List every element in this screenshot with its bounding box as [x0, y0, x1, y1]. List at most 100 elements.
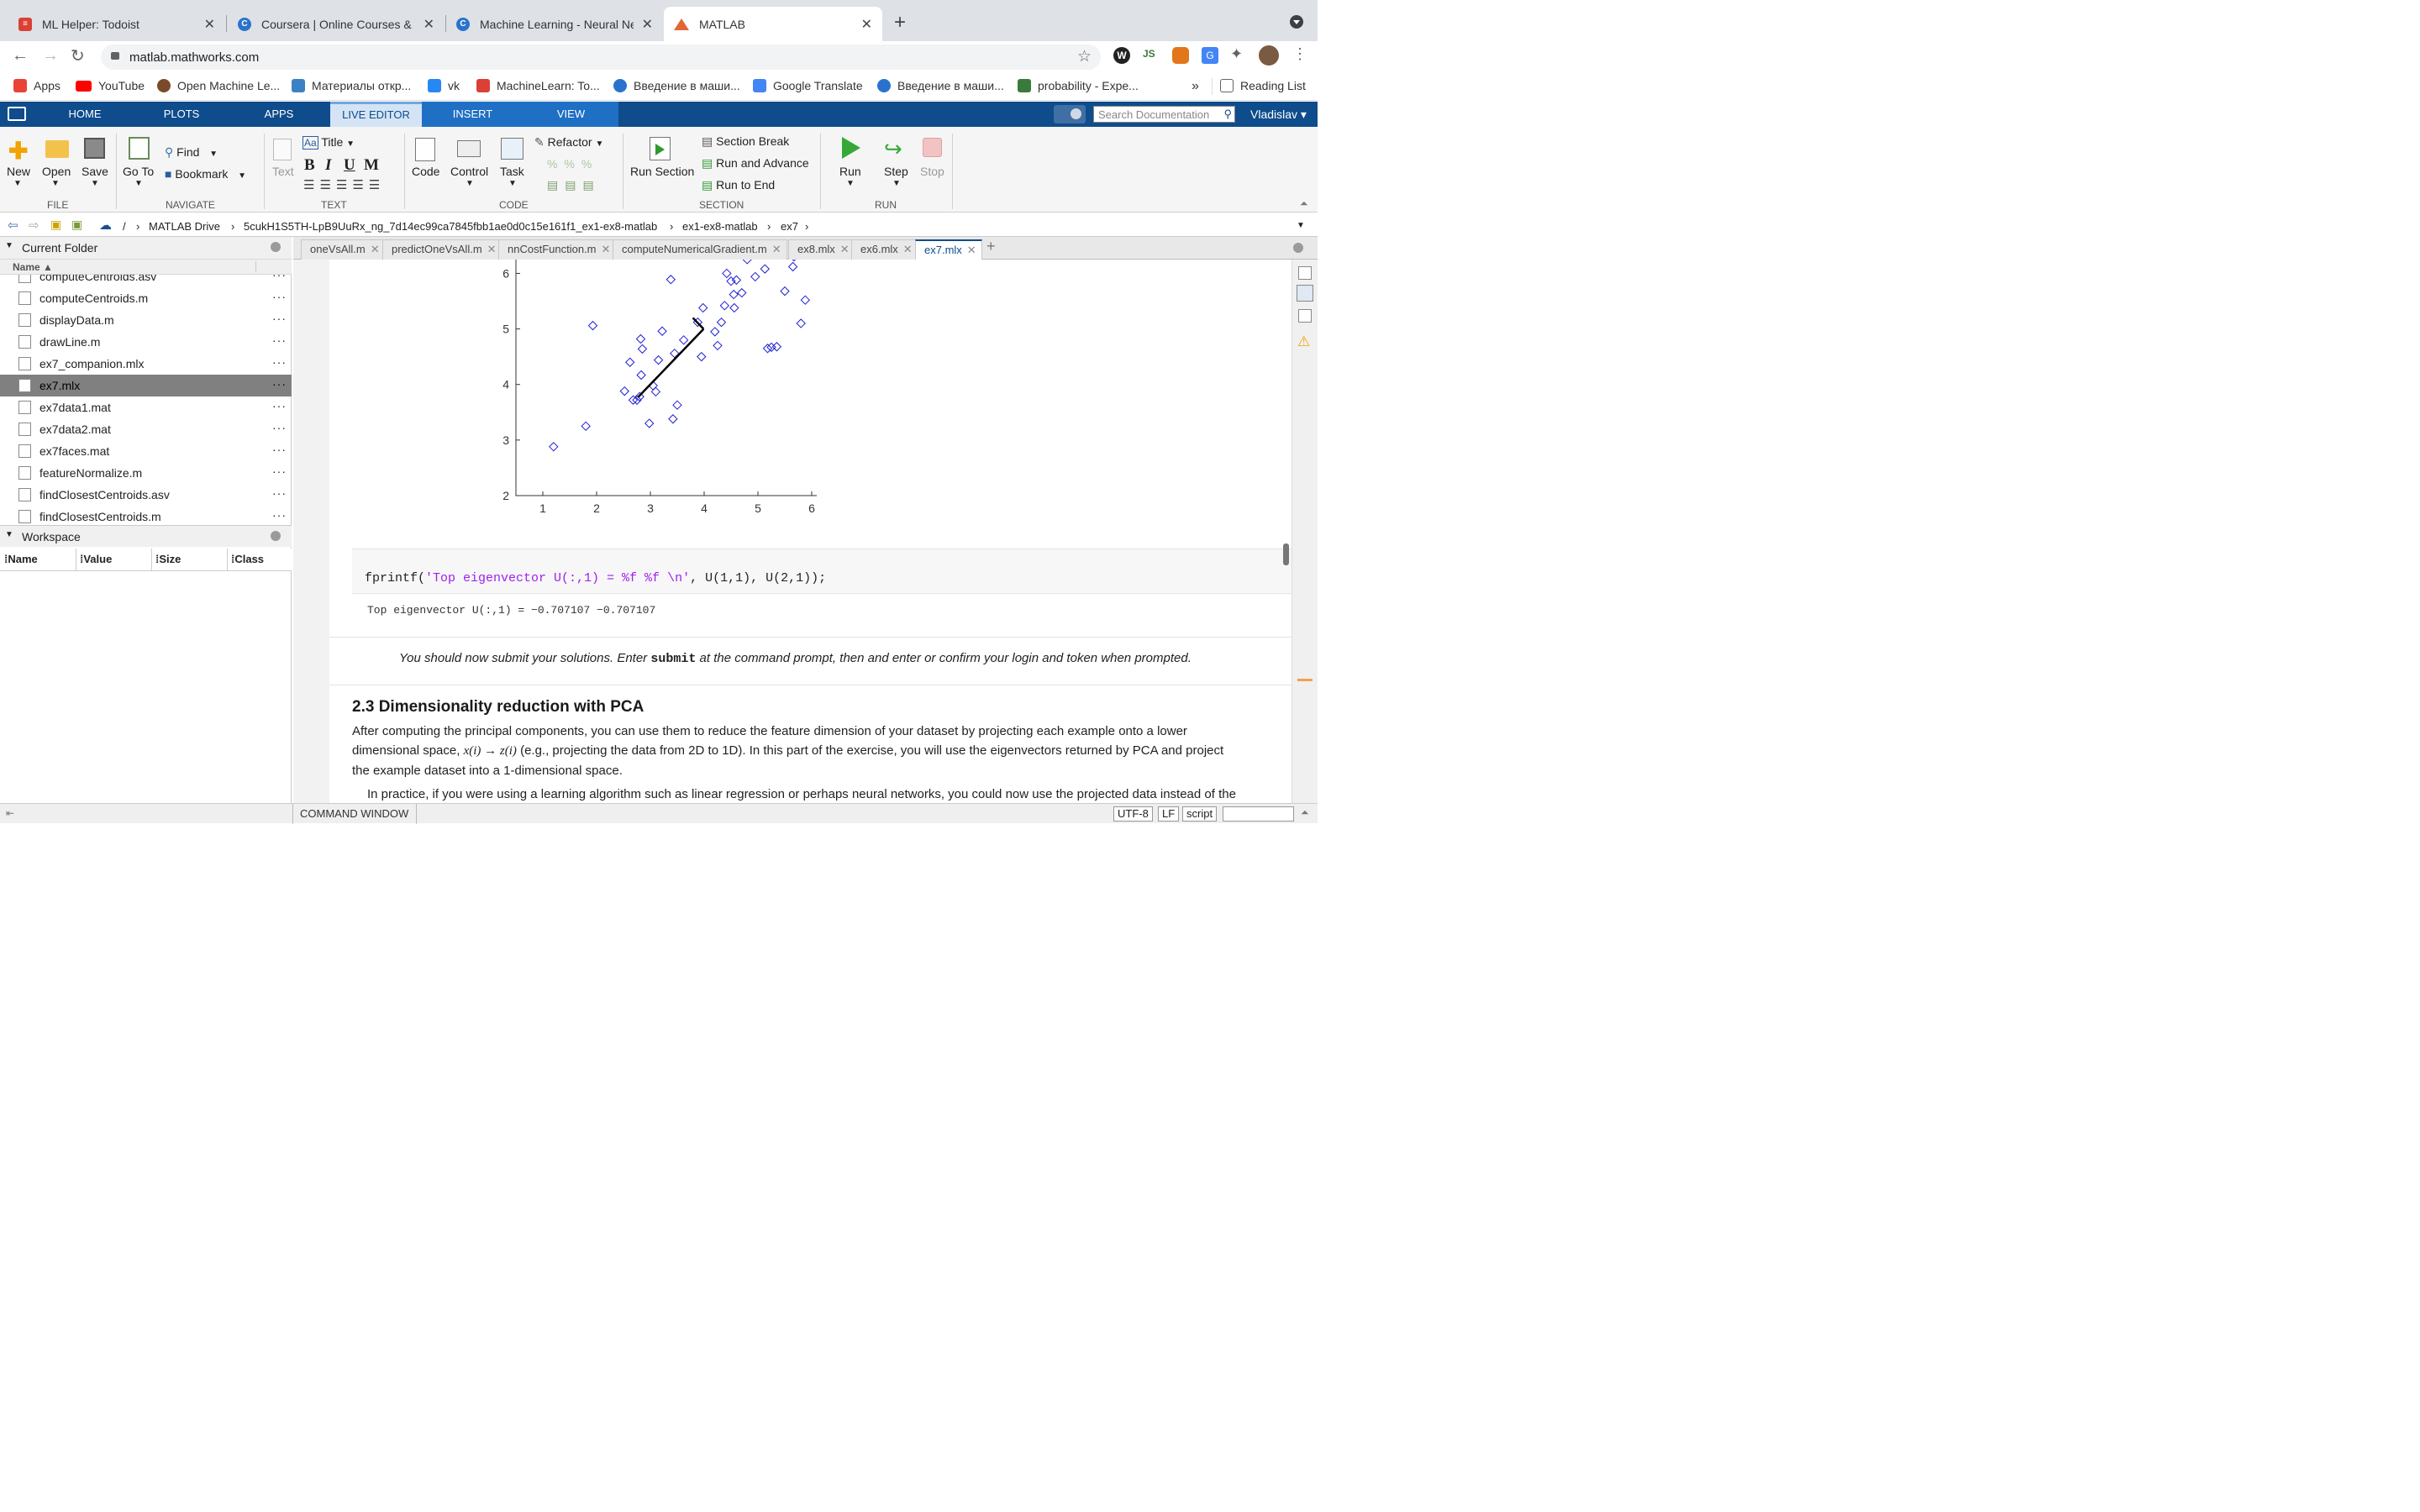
- chevron-down-icon[interactable]: ▼: [134, 179, 143, 188]
- bookmarks-overflow[interactable]: »: [1192, 79, 1199, 93]
- text-list-align-icons[interactable]: ☰☰☰☰☰: [303, 178, 386, 192]
- file-actions-icon[interactable]: ···: [272, 399, 287, 412]
- file-row[interactable]: ex7_companion.mlx ···: [0, 353, 292, 375]
- menu-kebab-icon[interactable]: ⋮: [1292, 45, 1307, 62]
- file-row[interactable]: computeCentroids.m ···: [0, 287, 292, 309]
- panel-actions-icon[interactable]: [271, 531, 281, 541]
- bookmark-open-ml[interactable]: Open Machine Le...: [157, 79, 280, 92]
- tab-plots[interactable]: PLOTS: [163, 108, 200, 120]
- title-style-dropdown[interactable]: Aa Title ▼: [302, 135, 355, 150]
- metamask-icon[interactable]: [1172, 47, 1189, 64]
- file-row[interactable]: drawLine.m ···: [0, 331, 292, 353]
- warning-marker[interactable]: [1297, 679, 1313, 681]
- hide-code-icon[interactable]: [1298, 309, 1312, 323]
- path-segment[interactable]: MATLAB Drive: [149, 220, 220, 233]
- editor-tab-ex7[interactable]: ex7.mlx ✕: [915, 239, 982, 260]
- file-actions-icon[interactable]: ···: [272, 443, 287, 456]
- matlab-desktop-icon[interactable]: [8, 107, 26, 121]
- column-name[interactable]: ⁞Name: [4, 553, 38, 565]
- step-button[interactable]: Step: [884, 165, 908, 178]
- line-ending-indicator[interactable]: LF: [1158, 806, 1180, 822]
- search-documentation-input[interactable]: Search Documentation ⚲: [1093, 106, 1235, 123]
- collapse-ribbon-icon[interactable]: ⏶: [1300, 197, 1308, 209]
- collapse-icon[interactable]: ▼: [5, 530, 13, 539]
- file-actions-icon[interactable]: ···: [272, 465, 287, 478]
- control-button[interactable]: Control: [450, 165, 489, 178]
- close-icon[interactable]: ✕: [839, 243, 850, 255]
- mode-indicator[interactable]: script: [1182, 806, 1218, 822]
- output-inline-icon[interactable]: [1297, 285, 1313, 302]
- bookmark-youtube[interactable]: YouTube: [76, 79, 145, 92]
- close-icon[interactable]: ✕: [771, 243, 781, 255]
- run-button[interactable]: Run: [839, 165, 861, 178]
- close-icon[interactable]: ✕: [487, 243, 497, 255]
- browse-folder-icon[interactable]: ▣: [71, 218, 83, 231]
- back-icon[interactable]: ←: [12, 46, 29, 65]
- close-icon[interactable]: ✕: [641, 17, 653, 32]
- extensions-puzzle-icon[interactable]: ✦: [1230, 45, 1244, 62]
- expand-panel-icon[interactable]: ⇤: [6, 807, 15, 819]
- chevron-down-icon[interactable]: ▼: [508, 179, 517, 188]
- go-to-button[interactable]: Go To: [123, 165, 155, 178]
- tab-insert[interactable]: INSERT: [422, 102, 523, 127]
- chevron-down-icon[interactable]: ▼: [51, 179, 60, 188]
- file-row[interactable]: findClosestCentroids.m ···: [0, 506, 292, 525]
- user-menu[interactable]: Vladislav ▾: [1250, 108, 1307, 121]
- indent-icons[interactable]: ▤▤▤: [547, 178, 601, 192]
- file-actions-icon[interactable]: ···: [272, 421, 287, 434]
- bold-button[interactable]: B: [304, 156, 315, 174]
- path-segment[interactable]: 5cukH1S5TH-LpB9UuRx_ng_7d14ec99ca7845fbb…: [244, 220, 658, 233]
- column-class[interactable]: ⁞Class: [231, 553, 265, 565]
- file-actions-icon[interactable]: ···: [272, 508, 287, 522]
- extension-w-icon[interactable]: W: [1113, 47, 1130, 64]
- file-row[interactable]: ex7data2.mat ···: [0, 418, 292, 440]
- tab-apps[interactable]: APPS: [264, 108, 294, 120]
- back-arrow-icon[interactable]: ⇦: [8, 218, 18, 233]
- bookmark-apps[interactable]: Apps: [13, 79, 60, 92]
- column-size[interactable]: ⁞Size: [155, 553, 182, 565]
- open-button[interactable]: Open: [42, 165, 71, 178]
- reading-list-button[interactable]: Reading List: [1220, 79, 1306, 92]
- search-icon[interactable]: ⚲: [1223, 108, 1232, 120]
- close-icon[interactable]: ✕: [966, 244, 976, 256]
- bookmark-google-translate[interactable]: Google Translate: [753, 79, 863, 92]
- output-right-icon[interactable]: [1298, 266, 1312, 280]
- bookmark-intro-ml-1[interactable]: Введение в маши...: [613, 79, 740, 92]
- up-folder-icon[interactable]: ▣: [50, 218, 62, 231]
- new-tab-icon[interactable]: +: [894, 11, 907, 34]
- chevron-down-icon[interactable]: ▼: [466, 179, 474, 188]
- bookmark-probability[interactable]: probability - Expe...: [1018, 79, 1139, 92]
- run-to-end-button[interactable]: ▤ Run to End: [702, 178, 776, 192]
- file-actions-icon[interactable]: ···: [272, 377, 287, 391]
- file-actions-icon[interactable]: ···: [272, 275, 287, 281]
- file-actions-icon[interactable]: ···: [272, 486, 287, 500]
- tab-live-editor[interactable]: LIVE EDITOR: [330, 102, 422, 127]
- editor-tab-nncostfunction[interactable]: nnCostFunction.m ✕: [498, 239, 617, 260]
- star-icon[interactable]: ☆: [1077, 48, 1092, 66]
- file-row[interactable]: featureNormalize.m ···: [0, 462, 292, 484]
- chevron-down-icon[interactable]: ▼: [91, 179, 99, 188]
- editor-tab-ex6[interactable]: ex6.mlx ✕: [851, 239, 918, 260]
- file-row[interactable]: ex7.mlx ···: [0, 375, 292, 396]
- close-icon[interactable]: ✕: [601, 243, 611, 255]
- file-row[interactable]: displayData.m ···: [0, 309, 292, 331]
- bookmark-vk[interactable]: vk: [428, 79, 460, 92]
- file-actions-icon[interactable]: ···: [272, 355, 287, 369]
- section-break-button[interactable]: ▤ Section Break: [702, 134, 790, 148]
- close-icon[interactable]: ✕: [902, 243, 913, 255]
- code-line[interactable]: fprintf('Top eigenvector U(:,1) = %f %f …: [365, 571, 827, 585]
- italic-button[interactable]: I: [325, 156, 332, 174]
- command-window-tab[interactable]: COMMAND WINDOW: [300, 807, 409, 820]
- column-value[interactable]: ⁞Value: [80, 553, 113, 565]
- tab-home[interactable]: HOME: [68, 108, 102, 120]
- editor-scrollbar-thumb[interactable]: [1283, 543, 1289, 565]
- forward-icon[interactable]: →: [42, 46, 59, 65]
- reload-icon[interactable]: ↻: [71, 47, 85, 66]
- editor-tab-onevsall[interactable]: oneVsAll.m ✕: [301, 239, 386, 260]
- bookmark-materials[interactable]: Материалы откр...: [292, 79, 411, 92]
- avatar[interactable]: [1259, 45, 1279, 66]
- name-column-header[interactable]: Name ▲: [0, 259, 292, 275]
- bookmark-button[interactable]: ■ Bookmark ▼: [165, 167, 246, 181]
- browser-tab-ml-neural[interactable]: C Machine Learning - Neural Net ✕: [446, 7, 663, 41]
- code-button[interactable]: Code: [412, 165, 440, 178]
